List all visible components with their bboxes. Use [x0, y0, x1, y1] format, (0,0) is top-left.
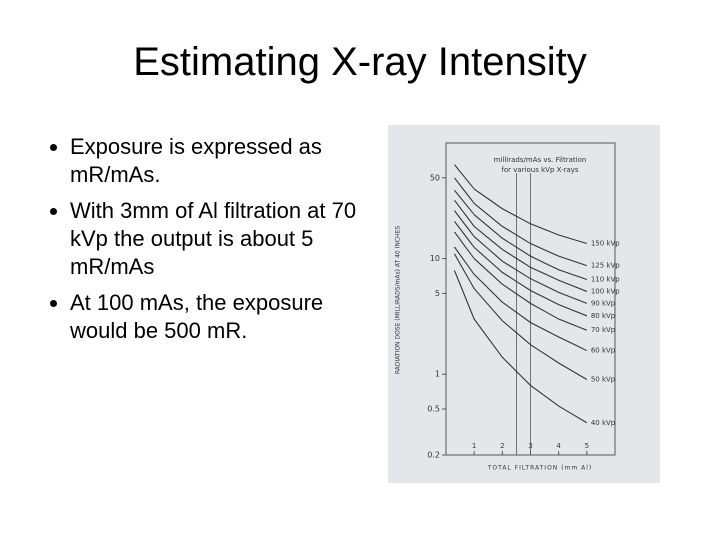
- curve-label: 90 kVp: [591, 299, 616, 307]
- curve: [454, 246, 588, 352]
- y-tick-label: 0.5: [427, 404, 440, 413]
- slide-title: Estimating X-ray Intensity: [133, 40, 587, 84]
- x-tick-label: 1: [472, 442, 476, 450]
- curve: [453, 253, 588, 380]
- curve-label: 80 kVp: [591, 312, 616, 320]
- curve: [454, 177, 588, 267]
- curve-label: 50 kVp: [591, 375, 616, 383]
- x-tick-label: 2: [500, 442, 504, 450]
- curve: [454, 164, 587, 245]
- curve: [454, 199, 588, 292]
- y-axis-label: RADIATION DOSE (MILLIRADS/mAs) AT 40 INC…: [395, 226, 402, 375]
- curve: [453, 270, 588, 424]
- curve: [454, 210, 588, 304]
- curve-label: 125 kVp: [591, 262, 620, 270]
- curve: [454, 231, 588, 331]
- chart-title: millirads/mAs vs. Filtration: [494, 156, 587, 164]
- curve-label: 150 kVp: [591, 240, 620, 248]
- y-tick-label: 50: [430, 173, 440, 182]
- curve-label: 100 kVp: [591, 287, 620, 295]
- bullet: Exposure is expressed as mR/mAs.: [70, 133, 360, 189]
- x-axis-label: TOTAL FILTRATION (mm Al): [487, 465, 593, 472]
- curve-label: 110 kVp: [591, 275, 620, 283]
- x-tick-label: 4: [556, 442, 561, 450]
- curve: [454, 189, 588, 280]
- chart-title: for various kVp X-rays: [501, 166, 578, 174]
- photo-background: [388, 125, 660, 483]
- x-tick-label: 5: [585, 442, 589, 450]
- y-tick-label: 1: [435, 370, 440, 379]
- curve: [454, 221, 588, 317]
- y-tick-label: 5: [435, 289, 440, 298]
- bullet-list: Exposure is expressed as mR/mAs. With 3m…: [44, 133, 360, 353]
- y-tick-label: 10: [430, 254, 440, 263]
- bullet: With 3mm of Al filtration at 70 kVp the …: [70, 197, 360, 281]
- curve-label: 70 kVp: [591, 326, 616, 334]
- curve-label: 40 kVp: [591, 419, 616, 427]
- y-tick-label: 0.2: [427, 451, 440, 460]
- bullet: At 100 mAs, the exposure would be 500 mR…: [70, 289, 360, 345]
- curve-label: 60 kVp: [591, 347, 616, 355]
